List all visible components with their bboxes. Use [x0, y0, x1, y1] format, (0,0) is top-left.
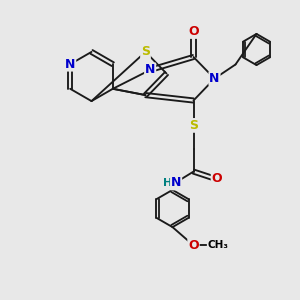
Text: O: O — [188, 239, 199, 252]
Text: S: S — [141, 45, 150, 58]
Text: O: O — [212, 172, 222, 185]
Text: N: N — [209, 72, 220, 85]
Text: N: N — [171, 176, 181, 190]
Text: H: H — [164, 178, 172, 188]
Text: O: O — [188, 25, 199, 38]
Text: CH₃: CH₃ — [208, 240, 229, 250]
Text: N: N — [145, 63, 155, 76]
Text: N: N — [65, 58, 75, 71]
Text: S: S — [189, 119, 198, 132]
